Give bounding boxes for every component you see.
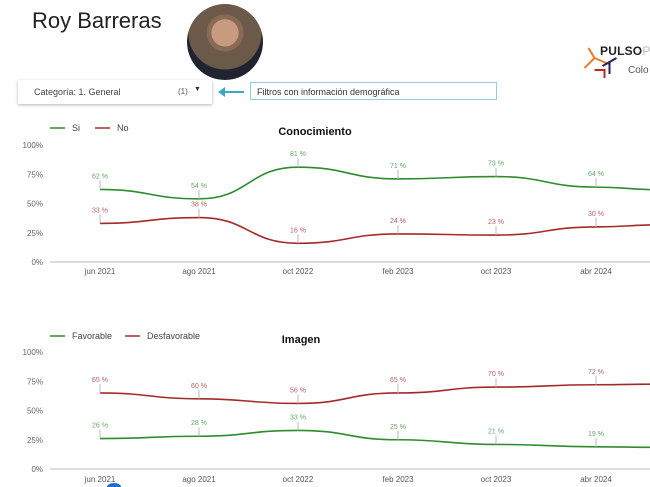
data-label: 33 %	[92, 207, 108, 214]
data-label: 16 %	[290, 227, 306, 234]
data-label: 72 %	[588, 369, 604, 376]
legend-label: Desfavorable	[147, 331, 200, 341]
data-label: 60 %	[191, 383, 207, 390]
legend-label: No	[117, 123, 129, 133]
x-tick-label: jun 2021	[84, 267, 116, 276]
x-tick-label: oct 2022	[283, 267, 314, 276]
series-line-si	[100, 167, 650, 199]
y-tick-label: 100%	[23, 348, 43, 357]
data-label: 56 %	[290, 387, 306, 394]
data-label: 26 %	[92, 423, 108, 430]
x-tick-label: oct 2023	[481, 267, 512, 276]
y-tick-label: 0%	[31, 465, 43, 474]
data-label: 73 %	[488, 161, 504, 168]
x-tick-label: oct 2022	[283, 475, 314, 484]
y-tick-label: 100%	[23, 141, 43, 150]
data-label: 64 %	[588, 171, 604, 178]
y-tick-label: 75%	[27, 377, 43, 386]
data-label: 70 %	[488, 371, 504, 378]
data-label: 21 %	[488, 428, 504, 435]
data-label: 65 %	[390, 377, 406, 384]
data-label: 30 %	[588, 211, 604, 218]
data-label: 24 %	[390, 218, 406, 225]
y-tick-label: 25%	[27, 436, 43, 445]
data-label: 65 %	[92, 377, 108, 384]
x-tick-label: ago 2021	[182, 475, 216, 484]
data-label: 19 %	[588, 431, 604, 438]
y-tick-label: 50%	[27, 200, 43, 209]
data-label: 25 %	[390, 424, 406, 431]
series-line-favorable	[100, 430, 650, 447]
y-tick-label: 0%	[31, 258, 43, 267]
y-tick-label: 50%	[27, 407, 43, 416]
data-label: 54 %	[191, 183, 207, 190]
data-label: 71 %	[390, 163, 406, 170]
scroll-indicator	[107, 483, 121, 487]
data-label: 38 %	[191, 202, 207, 209]
x-tick-label: oct 2023	[481, 475, 512, 484]
legend-label: Si	[72, 123, 80, 133]
x-tick-label: ago 2021	[182, 267, 216, 276]
x-tick-label: abr 2024	[580, 267, 612, 276]
x-tick-label: feb 2023	[382, 267, 414, 276]
series-line-no	[100, 218, 650, 244]
data-label: 62 %	[92, 173, 108, 180]
data-label: 23 %	[488, 219, 504, 226]
legend-label: Favorable	[72, 331, 112, 341]
chart-title: Conocimiento	[278, 126, 352, 138]
data-label: 81 %	[290, 151, 306, 158]
data-label: 33 %	[290, 414, 306, 421]
chart-title: Imagen	[282, 334, 321, 346]
series-line-desfavorable	[100, 384, 650, 403]
x-tick-label: feb 2023	[382, 475, 414, 484]
x-tick-label: abr 2024	[580, 475, 612, 484]
y-tick-label: 75%	[27, 170, 43, 179]
y-tick-label: 25%	[27, 229, 43, 238]
data-label: 28 %	[191, 420, 207, 427]
